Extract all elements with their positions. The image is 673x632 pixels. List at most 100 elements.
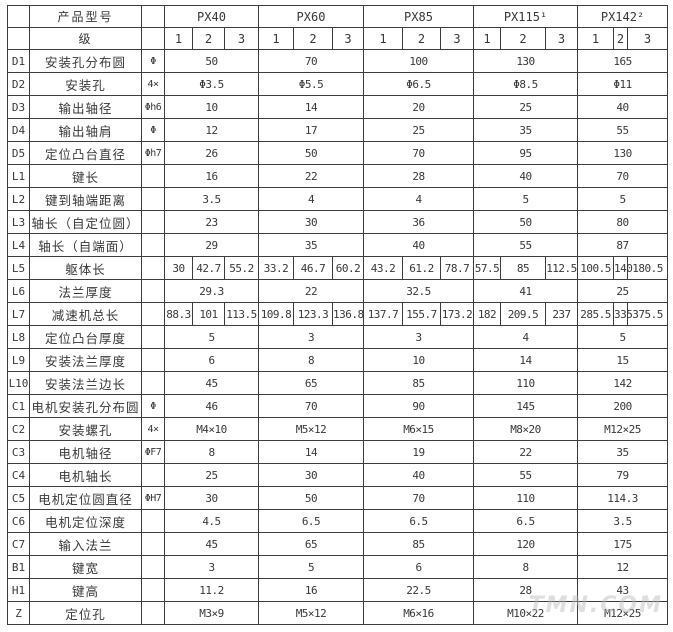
- value-cell: 85: [500, 256, 546, 280]
- row-id: H1: [7, 578, 30, 602]
- value-cell: 113.5: [224, 302, 259, 326]
- value-cell: 5: [258, 555, 364, 579]
- row-label: 电机安装孔分布圆: [29, 394, 142, 418]
- value-cell: 14: [258, 440, 364, 464]
- value-cell: 25: [577, 279, 669, 303]
- row-symbol: Φh6: [141, 95, 165, 119]
- value-cell: 22: [258, 279, 364, 303]
- value-cell: 180.5: [627, 256, 669, 280]
- value-cell: 4: [363, 187, 474, 211]
- row-symbol: [141, 233, 165, 257]
- value-cell: 182: [473, 302, 501, 326]
- row-symbol: ΦF7: [141, 440, 165, 464]
- row-label: 电机定位深度: [29, 509, 142, 533]
- value-cell: 5: [577, 325, 669, 349]
- value-cell: 29: [164, 233, 259, 257]
- value-cell: 43: [577, 578, 669, 602]
- value-cell: 120: [472, 532, 579, 556]
- value-cell: 3: [258, 325, 364, 349]
- row-id: C6: [7, 509, 30, 533]
- row-id: L9: [7, 348, 30, 372]
- value-cell: 55: [577, 118, 669, 142]
- value-cell: 70: [258, 394, 364, 418]
- value-cell: 5: [164, 325, 259, 349]
- stage-number: 1: [258, 27, 294, 50]
- value-cell: 85: [363, 532, 474, 556]
- row-label: 安装法兰厚度: [29, 348, 142, 372]
- row-symbol: [141, 210, 165, 234]
- spec-table-body: D1 安装孔分布圆 Φ 50 70 100 130 165 D2 安装孔 4× Φ3.5 Φ5.5 Φ6.…: [7, 49, 669, 625]
- value-cell: 5: [577, 187, 669, 211]
- value-cell: Φ3.5: [164, 72, 259, 96]
- row-label: 安装法兰边长: [29, 371, 142, 395]
- product-model-header: 产品型号: [29, 5, 142, 28]
- value-cell: 35: [472, 118, 579, 142]
- row-symbol: 4×: [141, 417, 165, 441]
- value-cell: M6×16: [363, 601, 474, 625]
- value-cell: 42.7: [192, 256, 225, 280]
- symbol-blank-cell: [141, 27, 165, 50]
- value-cell: 70: [363, 141, 474, 165]
- row-label: 输出轴径: [29, 95, 142, 119]
- row-label: 定位凸台直径: [29, 141, 142, 165]
- row-label: 定位孔: [29, 601, 142, 625]
- value-cell: 6: [164, 348, 259, 372]
- row-id: C4: [7, 463, 30, 487]
- value-cell: 6.5: [472, 509, 579, 533]
- value-cell: M6×15: [363, 417, 474, 441]
- value-cell: 95: [472, 141, 579, 165]
- row-symbol: [141, 256, 165, 280]
- stage-number: 2: [613, 27, 629, 50]
- value-cell: 50: [472, 210, 579, 234]
- row-id: C2: [7, 417, 30, 441]
- value-cell: M4×10: [164, 417, 259, 441]
- value-cell: 30: [258, 463, 364, 487]
- row-label: 输出轴肩: [29, 118, 142, 142]
- model-header-4: PX115¹: [472, 5, 579, 28]
- row-label: 减速机总长: [29, 302, 142, 326]
- value-cell: 70: [577, 164, 669, 188]
- value-cell: 40: [577, 95, 669, 119]
- row-symbol: [141, 371, 165, 395]
- value-cell: 3: [363, 325, 474, 349]
- value-cell: 4: [472, 325, 579, 349]
- value-cell: 40: [363, 463, 474, 487]
- value-cell: 45: [164, 371, 259, 395]
- value-cell: 90: [363, 394, 474, 418]
- value-cell: 25: [363, 118, 474, 142]
- value-cell: 165: [577, 49, 669, 73]
- value-cell: 8: [258, 348, 364, 372]
- value-cell: 55: [472, 463, 579, 487]
- value-cell: 4: [258, 187, 364, 211]
- value-cell: 16: [258, 578, 364, 602]
- value-cell: 25: [164, 463, 259, 487]
- value-cell: 65: [258, 371, 364, 395]
- model-header-2: PX60: [258, 5, 364, 28]
- row-id: C5: [7, 486, 30, 510]
- value-cell: 26: [164, 141, 259, 165]
- value-cell: 14: [472, 348, 579, 372]
- value-cell: 110: [472, 486, 579, 510]
- row-id: L6: [7, 279, 30, 303]
- value-cell: 30: [164, 256, 193, 280]
- row-label: 电机轴径: [29, 440, 142, 464]
- value-cell: 55: [472, 233, 579, 257]
- row-symbol: [141, 325, 165, 349]
- value-cell: 3.5: [577, 509, 669, 533]
- model-header-1: PX40: [164, 5, 259, 28]
- value-cell: 61.2: [402, 256, 441, 280]
- value-cell: 109.8: [258, 302, 294, 326]
- value-cell: 112.5: [544, 256, 579, 280]
- value-cell: 30: [258, 210, 364, 234]
- value-cell: 41: [472, 279, 579, 303]
- symbol-blank-cell: [141, 5, 165, 28]
- value-cell: 40: [363, 233, 474, 257]
- value-cell: 130: [472, 49, 579, 73]
- row-id: D4: [7, 118, 30, 142]
- value-cell: 78.7: [440, 256, 474, 280]
- stage-number: 3: [627, 27, 669, 50]
- model-header-5: PX142²: [577, 5, 669, 28]
- value-cell: 136.8: [332, 302, 364, 326]
- model-header-3: PX85: [363, 5, 474, 28]
